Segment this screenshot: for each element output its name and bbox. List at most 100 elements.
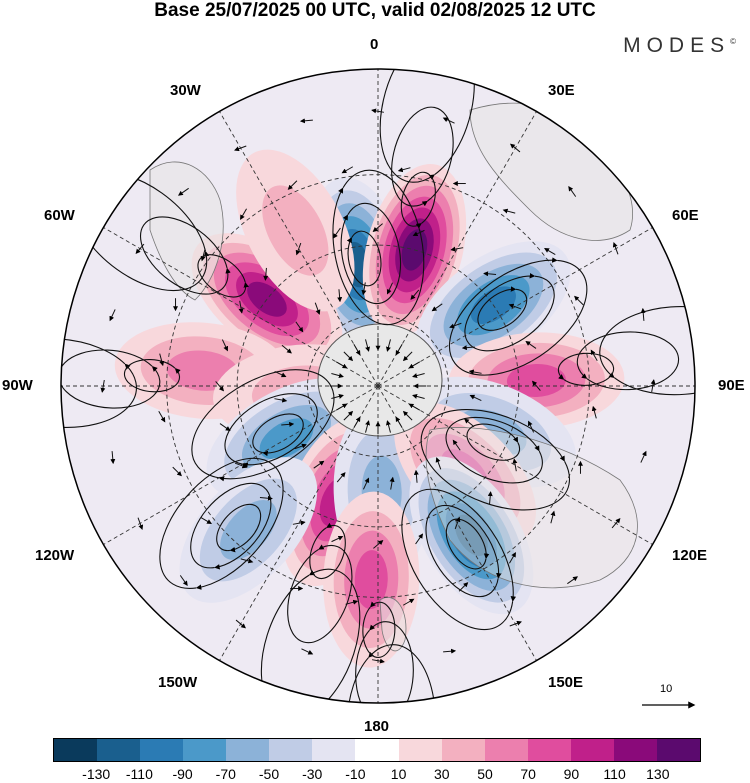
- australia-land: [425, 427, 638, 589]
- meridian-line: [377, 385, 653, 545]
- wind-arrow: [362, 477, 370, 490]
- colorbar-swatch: [183, 739, 227, 761]
- wind-streamlines: [61, 69, 695, 703]
- wind-arrow: [402, 410, 413, 421]
- colorbar-swatch: [355, 739, 399, 761]
- wind-arrow: [591, 405, 597, 419]
- streamline-loop: [391, 106, 454, 207]
- colorbar-ticks: -130 -110 -90 -70 -50 -30 -10 10 30 50 70 90 110 130: [0, 766, 750, 783]
- streamline-loop: [599, 306, 695, 396]
- wind-arrow: [240, 208, 247, 220]
- wind-arrow: [137, 517, 144, 530]
- wind-arrow: [372, 223, 383, 232]
- wind-arrow: [650, 379, 656, 392]
- lon-label-30e: 30E: [548, 82, 575, 99]
- wind-arrow: [178, 187, 189, 196]
- wind-arrow: [331, 394, 344, 399]
- wind-arrow: [274, 397, 288, 403]
- streamline-loop: [477, 286, 528, 331]
- wind-arrow: [295, 242, 302, 256]
- lon-label-90w: 90W: [2, 377, 33, 394]
- streamline-loop: [420, 408, 571, 511]
- map-border: [60, 68, 696, 704]
- streamline-loop: [216, 503, 262, 553]
- wind-arrow: [259, 495, 273, 501]
- wind-arrow: [449, 322, 462, 329]
- colorbar-swatch: [97, 739, 141, 761]
- wind-arrow: [343, 351, 354, 362]
- wind-arrow: [238, 300, 244, 314]
- streamline-loop: [309, 522, 346, 579]
- circulation-streamline: [379, 69, 475, 229]
- wind-arrow: [281, 344, 292, 354]
- wind-arrow: [335, 403, 348, 411]
- wind-arrow: [299, 118, 313, 124]
- colorbar-tick-label: -110: [125, 766, 153, 782]
- wind-arrow: [341, 166, 354, 174]
- wind-arrow: [386, 420, 391, 433]
- wind-arrow: [574, 295, 584, 306]
- wind-arrow: [263, 267, 269, 281]
- wind-arrow: [640, 307, 646, 321]
- streamline-loop: [464, 273, 555, 352]
- wind-arrow: [100, 380, 106, 393]
- streamline-loop: [346, 230, 382, 287]
- wind-arrow: [413, 469, 419, 483]
- lon-label-60w: 60W: [44, 207, 75, 224]
- wind-arrow: [412, 373, 425, 378]
- streamline-loop: [191, 369, 335, 482]
- colorbar-swatch: [398, 739, 442, 761]
- wind-arrow: [532, 380, 541, 391]
- polar-map: [60, 68, 696, 704]
- colorbar-tick-label: 10: [390, 766, 407, 782]
- wind-arrow: [512, 458, 518, 472]
- colorbar-tick-label: 50: [477, 766, 493, 782]
- reference-vector-label: 10: [660, 683, 673, 695]
- wind-arrow: [487, 491, 493, 505]
- streamline-loop: [190, 482, 272, 570]
- brand-text: MODES: [623, 34, 731, 57]
- circulation-streamline: [346, 601, 436, 703]
- wind-arrow: [410, 289, 420, 300]
- colorbar: [53, 738, 701, 762]
- wind-arrow: [443, 648, 457, 654]
- wind-arrow: [219, 423, 231, 432]
- brand-logo: MODES©: [623, 34, 736, 58]
- wind-arrow: [301, 648, 314, 655]
- graticule: [61, 69, 695, 703]
- meridian-line: [219, 385, 379, 661]
- lon-label-120e: 120E: [672, 547, 708, 564]
- wind-arrow: [109, 309, 116, 322]
- wind-arrow: [295, 321, 304, 333]
- streamline-loop: [466, 423, 521, 461]
- colorbar-tick-label: -50: [258, 766, 280, 782]
- anomaly-contour: [454, 514, 488, 557]
- wind-arrow: [431, 303, 443, 312]
- brand-copyright: ©: [730, 37, 736, 46]
- wind-arrow: [234, 462, 248, 469]
- streamline-loop: [445, 518, 490, 570]
- wind-arrow: [395, 343, 403, 356]
- wind-arrow: [461, 345, 475, 351]
- wind-arrow: [372, 658, 385, 664]
- colorbar-tick-label: 70: [520, 766, 536, 782]
- wind-arrow: [408, 403, 421, 411]
- anomaly-shading: [114, 149, 625, 668]
- wind-arrow: [510, 143, 521, 153]
- wind-arrow: [640, 450, 647, 463]
- colorbar-swatch: [312, 739, 356, 761]
- streamline-loop: [346, 644, 436, 703]
- wind-arrow: [332, 227, 341, 239]
- wind-arrow: [402, 351, 413, 362]
- wind-arrow: [550, 510, 556, 524]
- new-zealand-land: [379, 597, 407, 652]
- lon-label-150e: 150E: [548, 674, 584, 691]
- streamline-loop: [140, 216, 231, 295]
- wind-arrow: [281, 421, 295, 427]
- wind-arrow: [292, 520, 306, 526]
- wind-arrow: [386, 339, 391, 352]
- wind-arrow: [373, 540, 384, 549]
- wind-arrow: [450, 246, 464, 252]
- wind-arrow: [412, 229, 425, 237]
- streamline-loop: [332, 169, 425, 326]
